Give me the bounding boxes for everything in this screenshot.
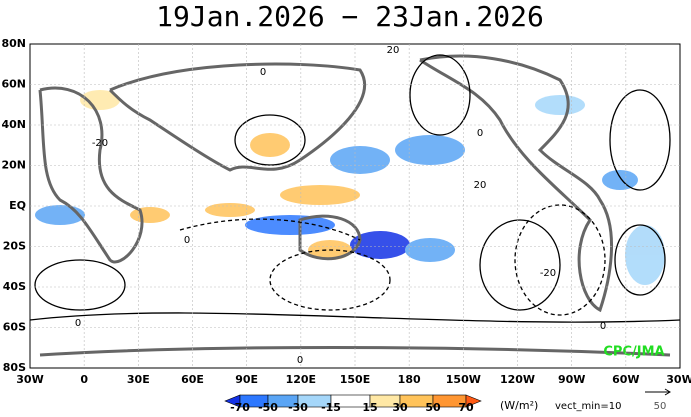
contour-label: 20 [387, 45, 400, 56]
olr-shading [35, 90, 665, 285]
colorbar-label: 70 [458, 401, 474, 413]
reference-vector-label: 50 [654, 401, 667, 412]
lat-label: 80S [3, 361, 26, 374]
colorbar-label: -50 [258, 401, 278, 413]
lon-label: 0 [80, 373, 88, 386]
lon-label: 150E [340, 373, 370, 386]
colorbar-label: 30 [392, 401, 408, 413]
lat-label: 20N [1, 159, 26, 172]
colorbar-label: -30 [288, 401, 308, 413]
title: 19Jan.2026 − 23Jan.2026 [156, 0, 544, 33]
contour-label: 0 [600, 321, 606, 332]
lon-label: 30E [127, 373, 150, 386]
lat-label: 60N [1, 78, 26, 91]
lat-label: 20S [3, 240, 26, 253]
lon-label: 150W [446, 373, 481, 386]
contour-label: 0 [477, 128, 483, 139]
coastlines [38, 54, 671, 357]
lat-label: EQ [9, 199, 26, 212]
colorbar-unit: (W/m²) [500, 399, 538, 412]
lat-label: 40S [3, 280, 26, 293]
contours [29, 54, 681, 323]
vector-threshold: vect_min=10 [555, 401, 621, 412]
contour-label: 0 [260, 67, 266, 78]
contour-label: -20 [92, 138, 108, 149]
lon-label: 30W [16, 373, 43, 386]
contour-label: 0 [75, 318, 81, 329]
lon-label: 120E [286, 373, 316, 386]
colorbar: -70 -50 -30 -15 15 30 50 70 (W/m²) vect_min=10 [224, 394, 621, 414]
lon-label: 120W [500, 373, 535, 386]
lon-label: 60W [612, 373, 639, 386]
colorbar-label: -15 [321, 401, 341, 413]
contour-label: 0 [297, 355, 303, 366]
contour-label: 20 [474, 180, 487, 191]
lon-label: 90E [235, 373, 258, 386]
credit: CPC/JMA [603, 345, 664, 360]
lon-label: 30W [666, 373, 691, 386]
lon-label: 90W [558, 373, 585, 386]
lon-label: 60E [181, 373, 204, 386]
lat-label: 40N [1, 118, 26, 131]
lon-label: 180 [398, 373, 421, 386]
reference-arrow-head [664, 388, 671, 396]
colorbar-label: -70 [230, 401, 250, 413]
colorbar-triangle [465, 394, 482, 408]
lat-label: 60S [3, 321, 26, 334]
contour-label: 0 [184, 235, 190, 246]
contour-label: -20 [540, 268, 556, 279]
lat-label: 80N [1, 37, 26, 50]
colorbar-label: 15 [362, 401, 377, 413]
colorbar-label: 50 [425, 401, 441, 413]
